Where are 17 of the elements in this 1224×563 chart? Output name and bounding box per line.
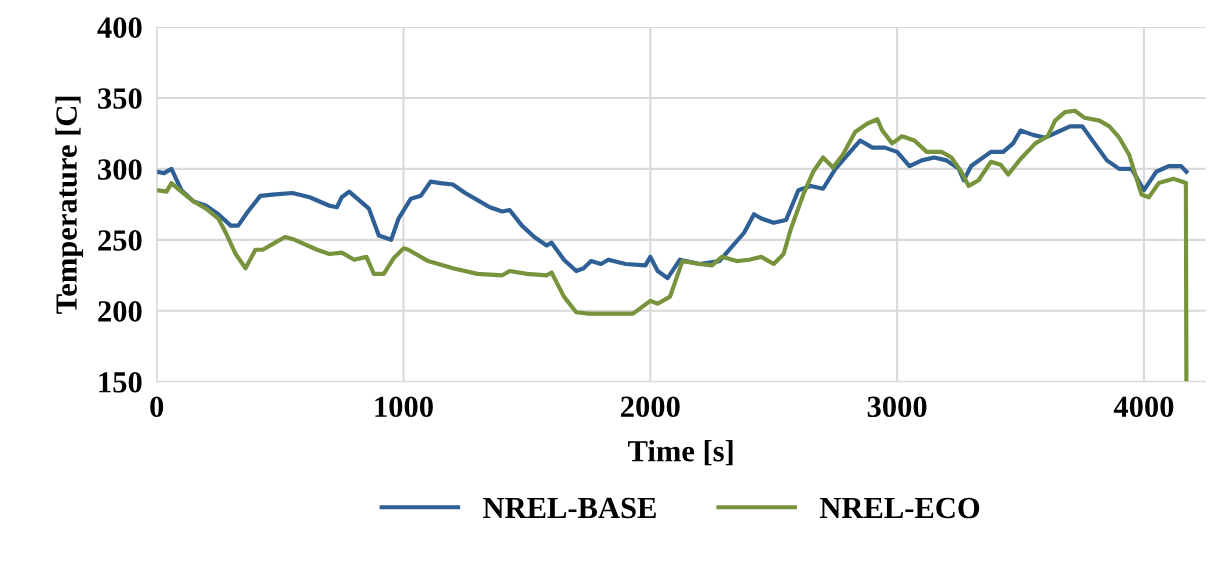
- x-axis-title: Time [s]: [628, 439, 733, 466]
- y-tick-label: 400: [97, 17, 142, 38]
- y-tick-label: 250: [98, 230, 142, 251]
- legend-label: NREL-ECO: [819, 497, 980, 519]
- x-tick-label: 1000: [375, 396, 433, 418]
- line-series: [156, 124, 1189, 281]
- x-tick-label: 0: [150, 396, 164, 418]
- legend-label: NREL-BASE: [483, 497, 656, 519]
- x-tick-label: 4000: [1113, 396, 1174, 418]
- line-series: [156, 108, 1189, 382]
- x-tick-label: 2000: [621, 396, 680, 418]
- y-tick-label: 200: [98, 301, 142, 322]
- x-tick-label: 3000: [867, 396, 927, 418]
- y-tick-label: 350: [98, 88, 142, 109]
- y-tick-label: 300: [98, 159, 142, 180]
- y-axis-title: Temperature [C]: [55, 96, 84, 314]
- y-tick-label: 150: [99, 372, 142, 393]
